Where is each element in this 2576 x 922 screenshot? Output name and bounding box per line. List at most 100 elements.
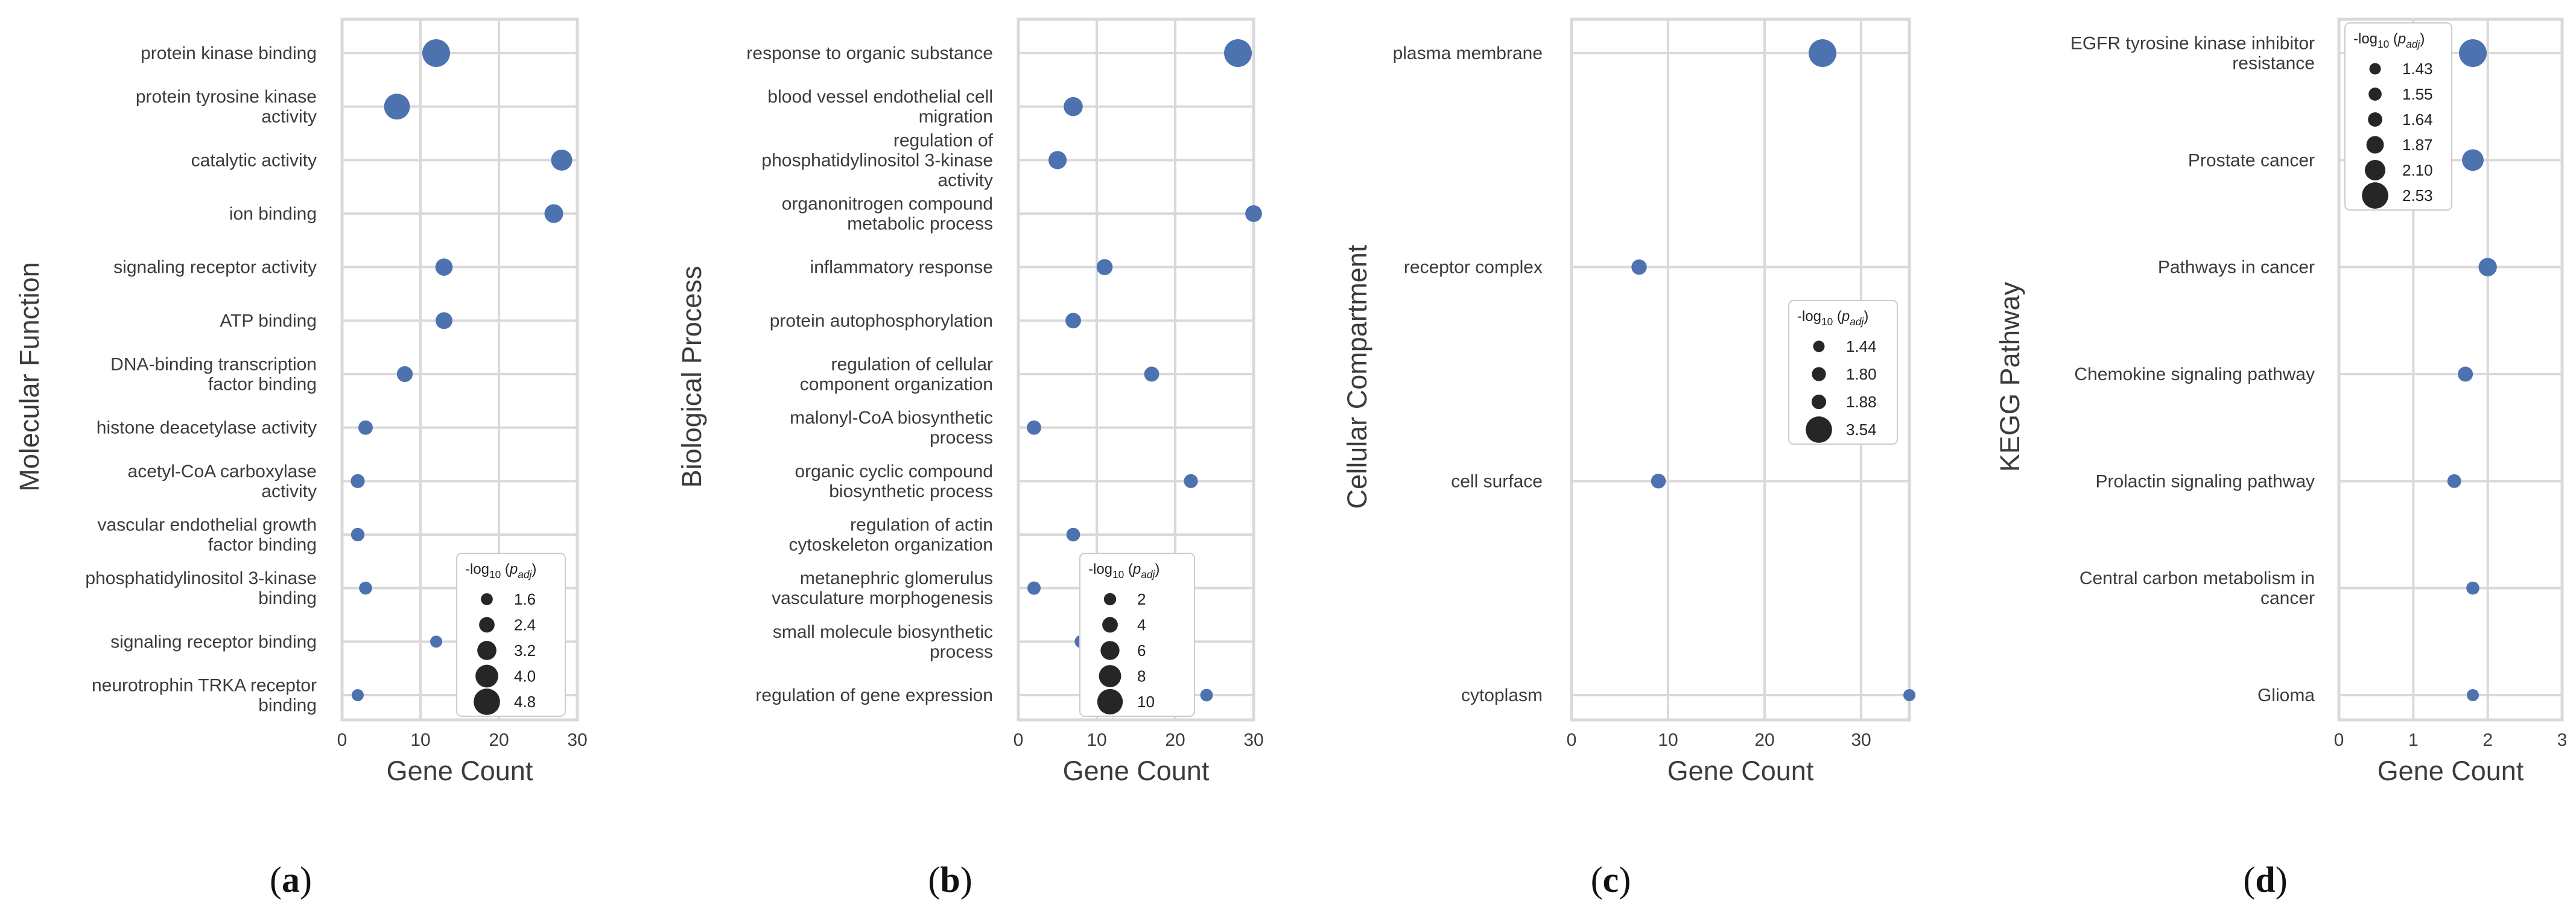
category-label-line: organonitrogen compound xyxy=(782,194,993,214)
category-label-line: protein kinase binding xyxy=(141,43,317,63)
x-tick-label: 0 xyxy=(1014,730,1024,750)
legend-label: 1.87 xyxy=(2402,136,2433,154)
x-tick-label: 0 xyxy=(337,730,347,750)
data-point xyxy=(430,635,442,648)
panel-label: (d) xyxy=(2243,860,2287,900)
category-label-line: Chemokine signaling pathway xyxy=(2074,364,2315,384)
x-tick-label: 20 xyxy=(1754,730,1774,750)
category-label: regulation of phosphatidylinositol 3-kina… xyxy=(761,130,993,190)
x-tick-label: 30 xyxy=(1851,730,1871,750)
legend-title: -log10 (padj) xyxy=(465,561,536,580)
axes-frame xyxy=(1570,17,1911,722)
category-label-line: signaling receptor binding xyxy=(110,632,317,652)
legend-title-open: ( xyxy=(1833,308,1842,325)
data-point xyxy=(358,420,373,435)
size-legend: -log10 (padj) 1.44 1.80 1.88 3.54 xyxy=(1788,300,1898,445)
legend-marker xyxy=(1806,416,1832,443)
x-tick-label: 10 xyxy=(1658,730,1678,750)
data-point xyxy=(1200,688,1213,702)
data-point xyxy=(1184,474,1198,488)
legend-title-base: -log xyxy=(2353,31,2378,47)
data-point xyxy=(544,204,563,223)
category-label-line: resistance xyxy=(2232,54,2315,74)
legend-title-subscript: 10 xyxy=(1821,316,1833,328)
data-point xyxy=(435,258,453,276)
data-point xyxy=(1027,581,1041,595)
data-point xyxy=(1065,313,1081,329)
legend-marker xyxy=(2369,63,2381,75)
category-label-line: migration xyxy=(919,107,993,127)
category-label-line: small molecule biosynthetic xyxy=(773,622,993,642)
category-label: phosphatidylinositol 3-kinase binding xyxy=(85,568,317,608)
legend-marker xyxy=(2362,182,2388,209)
category-label: Prostate cancer xyxy=(2188,150,2315,170)
category-label-line: process xyxy=(930,428,993,448)
x-tick-label: 2 xyxy=(2482,730,2493,750)
category-label-line: ion binding xyxy=(229,204,317,224)
category-label-line: EGFR tyrosine kinase inhibitor xyxy=(2070,34,2315,54)
data-point xyxy=(2459,39,2487,67)
legend-title: -log10 (padj) xyxy=(1088,561,1160,580)
category-label-line: protein autophosphorylation xyxy=(770,311,993,331)
category-label: response to organic substance xyxy=(746,43,993,63)
category-label-line: activity xyxy=(261,107,317,127)
category-label: organonitrogen compound metabolic process xyxy=(782,194,993,234)
legend-title-close: ) xyxy=(1155,561,1160,577)
data-point xyxy=(551,149,573,171)
panel-label-open: ( xyxy=(1591,860,1603,900)
panel-label-close: ) xyxy=(2276,860,2288,900)
data-point xyxy=(1809,39,1836,67)
data-point xyxy=(396,366,413,383)
data-point xyxy=(1245,205,1262,222)
data-point xyxy=(1066,527,1080,542)
category-label: Pathways in cancer xyxy=(2158,258,2315,278)
x-tick-label: 1 xyxy=(2408,730,2419,750)
category-label: cytoplasm xyxy=(1461,685,1543,705)
legend-title-p-subscript: adj xyxy=(1141,568,1155,580)
data-point xyxy=(352,689,364,701)
panel-a: 0 10 20 30 Gene Count Molecular Function prote… xyxy=(14,17,588,900)
category-label-line: process xyxy=(930,642,993,662)
category-label-line: binding xyxy=(258,588,317,608)
x-tick-label: 20 xyxy=(1165,730,1185,750)
y-axis-label: Cellular Compartment xyxy=(1342,244,1372,509)
legend-marker xyxy=(1812,367,1826,381)
category-label: organic cyclic compound biosynthetic proc… xyxy=(795,462,994,501)
category-label: EGFR tyrosine kinase inhibitor resistance xyxy=(2070,34,2315,74)
data-point xyxy=(384,94,410,120)
data-point xyxy=(2458,366,2473,382)
legend-label: 2.4 xyxy=(514,616,536,634)
category-label: blood vessel endothelial cell migration xyxy=(767,87,993,127)
category-label: Glioma xyxy=(2257,685,2315,705)
legend-marker xyxy=(477,641,496,660)
category-label: cell surface xyxy=(1451,471,1543,491)
data-point xyxy=(2447,474,2461,488)
category-label-line: inflammatory response xyxy=(810,258,993,278)
category-label: Chemokine signaling pathway xyxy=(2074,364,2315,384)
legend-title-p-subscript: adj xyxy=(1850,316,1864,328)
x-tick-label: 10 xyxy=(1087,730,1106,750)
data-point xyxy=(422,39,450,67)
panel-label-letter: b xyxy=(940,860,960,900)
legend-label: 1.64 xyxy=(2402,110,2433,129)
category-label-line: metanephric glomerulus xyxy=(800,568,993,588)
axes-frame xyxy=(2337,17,2564,722)
data-point xyxy=(1096,259,1113,275)
category-label-line: response to organic substance xyxy=(746,43,993,63)
y-axis-label: Biological Process xyxy=(676,266,707,488)
category-label-line: biosynthetic process xyxy=(829,482,993,501)
category-label: catalytic activity xyxy=(191,150,317,170)
data-point xyxy=(2478,258,2497,276)
category-label-line: neurotrophin TRKA receptor xyxy=(92,676,317,696)
x-tick-label: 0 xyxy=(2334,730,2344,750)
x-tick-label: 0 xyxy=(1567,730,1577,750)
legend-title-open: ( xyxy=(2389,31,2398,47)
category-label-line: cytoplasm xyxy=(1461,685,1543,705)
legend-marker xyxy=(1813,340,1825,352)
category-label: regulation of actin cytoskeleton organiza… xyxy=(788,515,993,555)
category-label-line: activity xyxy=(261,482,317,501)
legend-title-p-subscript: adj xyxy=(2406,38,2420,50)
category-label-line: Prolactin signaling pathway xyxy=(2095,471,2315,491)
y-axis-label: Molecular Function xyxy=(14,262,45,491)
